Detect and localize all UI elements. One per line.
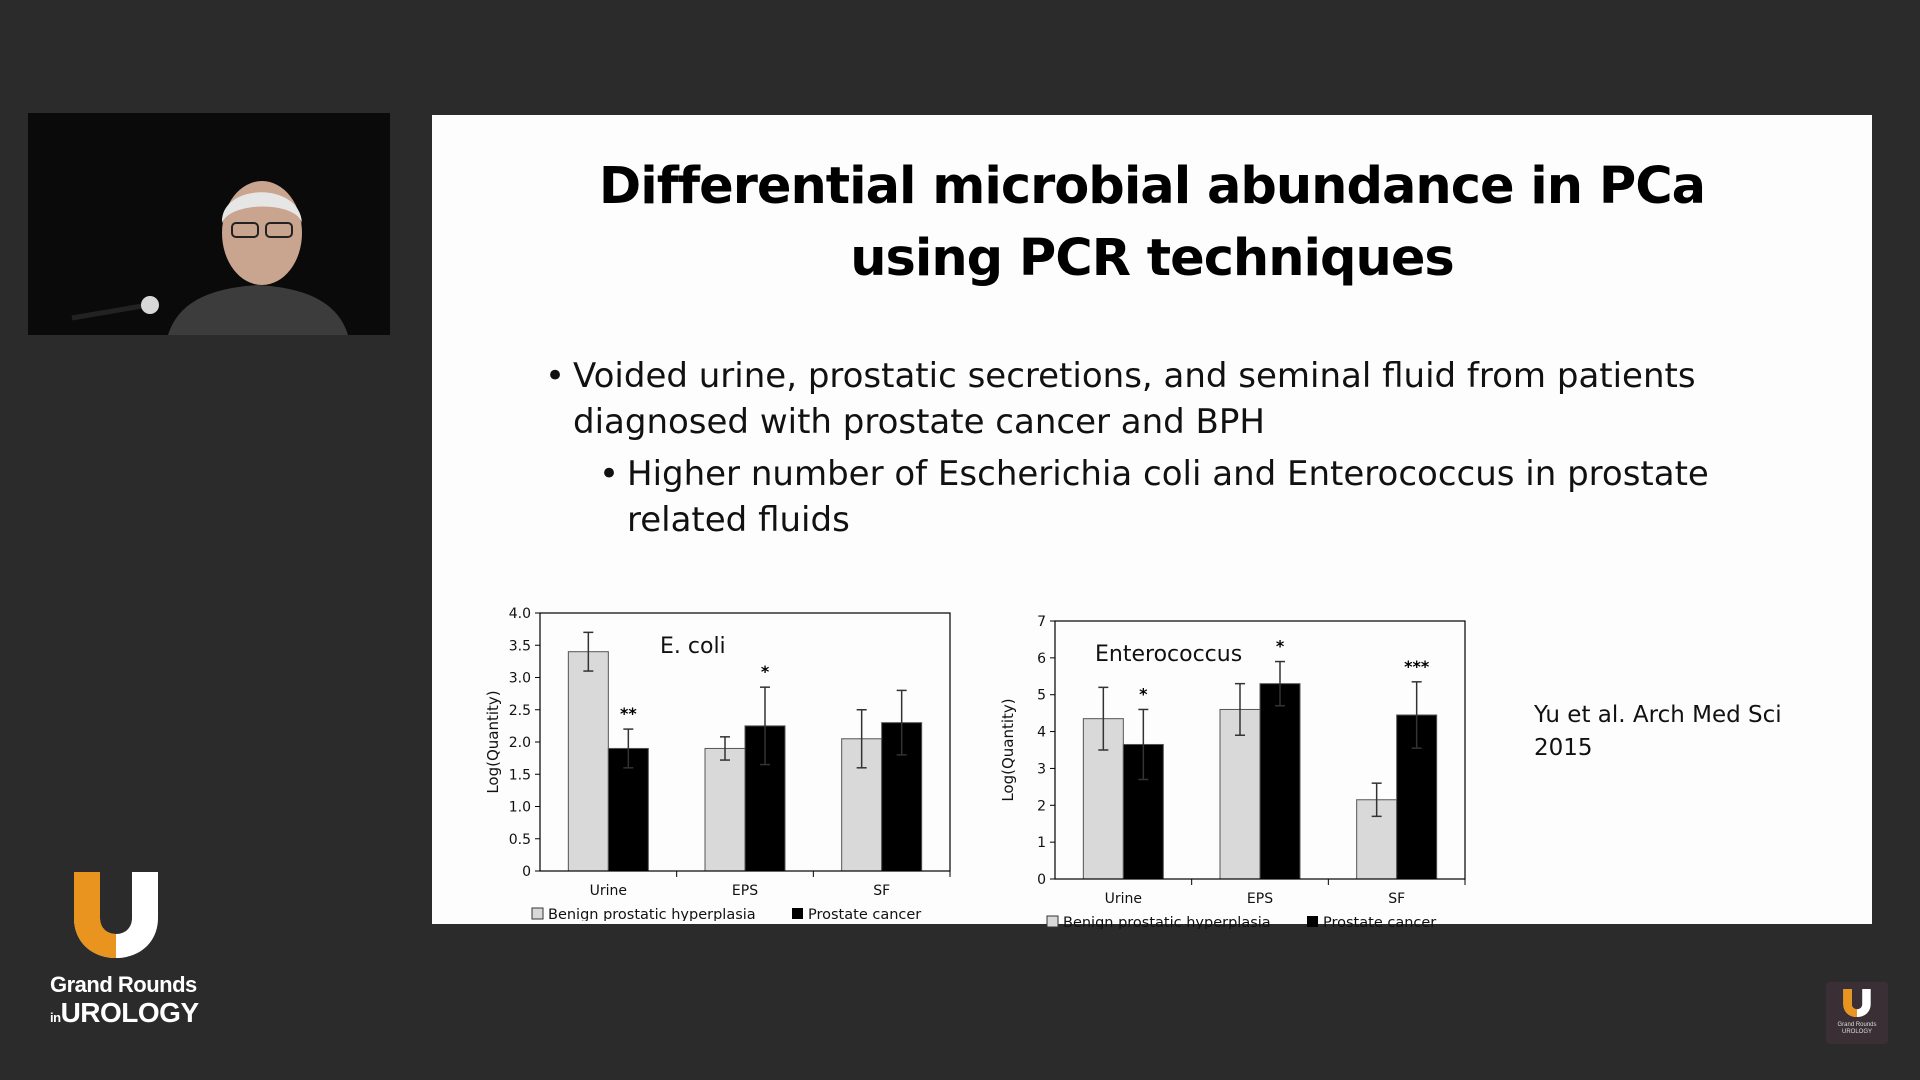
plot-frame bbox=[539, 612, 951, 872]
bullet-dot: • bbox=[599, 454, 620, 494]
bar-bph-urine bbox=[567, 651, 609, 872]
bar-bph-eps bbox=[704, 747, 746, 872]
slide-title: Differential microbial abundance in PCa … bbox=[432, 151, 1872, 295]
y-tick-label: 0.5 bbox=[509, 832, 531, 848]
y-axis-label: Log(Quantity) bbox=[484, 690, 502, 793]
slide-title-line1: Differential microbial abundance in PCa bbox=[598, 157, 1706, 216]
legend-label-bph: Benign prostatic hyperplasia bbox=[1063, 915, 1271, 929]
y-tick-label: 5 bbox=[1037, 688, 1046, 704]
plot-frame bbox=[1054, 620, 1466, 880]
corner-watermark-line1: Grand Rounds bbox=[1837, 1022, 1877, 1028]
y-tick-label: 4 bbox=[1037, 725, 1046, 741]
citation: Yu et al. Arch Med Sci 2015 bbox=[1534, 699, 1794, 765]
legend-label-pca: Prostate cancer bbox=[1323, 915, 1436, 929]
enterococcus-chart: 0 1 2 3 4 5 6 7 Log(Quantity) * Urine * EPS *** SF Ente… bbox=[985, 589, 1505, 929]
chart-title: E. coli bbox=[660, 634, 726, 659]
legend-swatch-pca bbox=[1307, 916, 1318, 927]
y-tick-label: 0 bbox=[522, 864, 531, 880]
bullet-2: • Higher number of Escherichia coli and … bbox=[599, 451, 1837, 543]
logo-text-in: in bbox=[50, 1010, 61, 1025]
slide-title-line2: using PCR techniques bbox=[850, 229, 1455, 288]
legend-swatch-pca bbox=[792, 908, 803, 919]
corner-watermark-line2: UROLOGY bbox=[1841, 1029, 1872, 1035]
corner-watermark-text: Grand Rounds UROLOGY bbox=[1826, 1022, 1888, 1036]
bullet-dot: • bbox=[545, 356, 566, 396]
legend-label-pca: Prostate cancer bbox=[808, 907, 921, 921]
corner-watermark-logo: Grand Rounds UROLOGY bbox=[1826, 982, 1888, 1044]
significance-marker: *** bbox=[1404, 657, 1430, 676]
enterococcus-chart-svg: 0 1 2 3 4 5 6 7 Log(Quantity) * Urine * EPS *** SF Ente… bbox=[999, 614, 1466, 929]
y-tick-label: 3.0 bbox=[509, 671, 531, 687]
bullet-1: • Voided urine, prostatic secretions, an… bbox=[545, 353, 1723, 445]
logo-text-line1: Grand Rounds bbox=[50, 972, 197, 997]
legend-label-bph: Benign prostatic hyperplasia bbox=[548, 907, 756, 921]
bar-pca-eps bbox=[1259, 683, 1301, 880]
y-tick-label: 6 bbox=[1037, 651, 1046, 667]
u-logo-icon bbox=[74, 872, 158, 958]
y-tick-label: 2 bbox=[1037, 798, 1046, 814]
x-tick-label: Urine bbox=[590, 883, 627, 899]
significance-marker: * bbox=[761, 662, 770, 681]
y-tick-label: 3 bbox=[1037, 761, 1046, 777]
ecoli-chart: 0 0.5 1.0 1.5 2.0 2.5 3.0 3.5 4.0 Log(Quantity) **… bbox=[470, 581, 990, 921]
x-tick-label: Urine bbox=[1105, 891, 1142, 907]
x-tick-label: SF bbox=[1388, 891, 1405, 907]
significance-marker: * bbox=[1276, 637, 1285, 656]
y-tick-label: 1.5 bbox=[509, 767, 531, 783]
logo-text-urology: UROLOGY bbox=[60, 997, 200, 1028]
y-tick-label: 3.5 bbox=[509, 638, 531, 654]
citation-line2: 2015 bbox=[1534, 735, 1593, 761]
citation-line1: Yu et al. Arch Med Sci bbox=[1534, 702, 1782, 728]
y-tick-label: 1.0 bbox=[509, 800, 531, 816]
x-tick-label: EPS bbox=[732, 883, 758, 899]
presentation-slide: Differential microbial abundance in PCa … bbox=[432, 115, 1872, 929]
corner-u-icon bbox=[1843, 988, 1871, 1018]
bullet-2-text: Higher number of Escherichia coli and En… bbox=[627, 454, 1709, 540]
y-tick-label: 1 bbox=[1037, 835, 1046, 851]
speaker-image bbox=[28, 113, 390, 335]
legend-swatch-bph bbox=[1046, 915, 1059, 928]
chart-title: Enterococcus bbox=[1095, 642, 1242, 667]
logo-text-line2: inUROLOGY bbox=[50, 998, 200, 1033]
bullet-1-text: Voided urine, prostatic secretions, and … bbox=[573, 356, 1696, 442]
grand-rounds-logo: Grand Rounds inUROLOGY bbox=[50, 870, 200, 1033]
y-tick-label: 4.0 bbox=[509, 606, 531, 622]
y-tick-label: 2.0 bbox=[509, 735, 531, 751]
y-axis-label: Log(Quantity) bbox=[999, 698, 1017, 801]
significance-marker: ** bbox=[620, 704, 637, 723]
y-tick-label: 7 bbox=[1037, 614, 1046, 630]
x-tick-label: SF bbox=[873, 883, 890, 899]
significance-marker: * bbox=[1139, 684, 1148, 703]
speaker-video bbox=[28, 113, 390, 335]
y-tick-label: 2.5 bbox=[509, 703, 531, 719]
x-tick-label: EPS bbox=[1247, 891, 1273, 907]
legend-swatch-bph bbox=[531, 907, 544, 920]
y-tick-label: 0 bbox=[1037, 872, 1046, 888]
bar-pca-urine bbox=[607, 747, 649, 872]
